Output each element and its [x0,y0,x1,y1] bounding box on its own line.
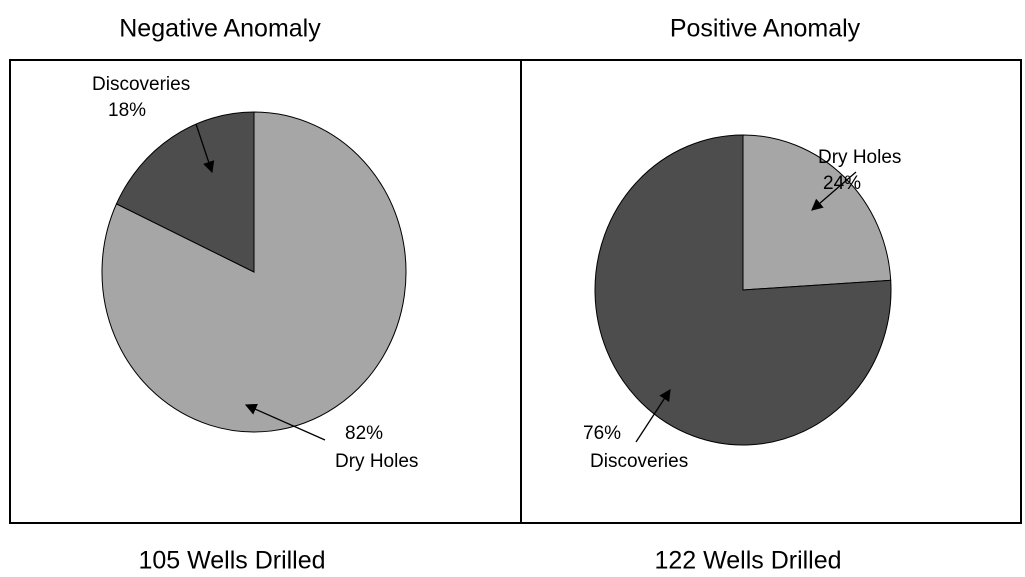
label-arrow [244,403,326,441]
frame [9,59,1022,524]
slice-value-label: 82% [345,423,383,444]
slice-value-label: 76% [583,423,621,444]
chart-title: Negative Anomaly [119,15,321,43]
pie-slice [742,134,892,291]
pie-slice [594,134,892,446]
label-arrow [635,389,671,443]
slice-label: Dry Holes [818,147,901,168]
label-arrow [195,123,215,174]
slice-label: Discoveries [590,451,688,472]
slice-label: Discoveries [92,74,190,95]
chart-title: Positive Anomaly [670,15,861,43]
label-arrow [811,171,857,211]
pie-slice [115,111,255,273]
slice-value-label: 18% [108,100,146,121]
slice-label: Dry Holes [335,451,418,472]
chart-subtitle: 105 Wells Drilled [138,547,325,575]
chart-subtitle: 122 Wells Drilled [654,547,841,575]
